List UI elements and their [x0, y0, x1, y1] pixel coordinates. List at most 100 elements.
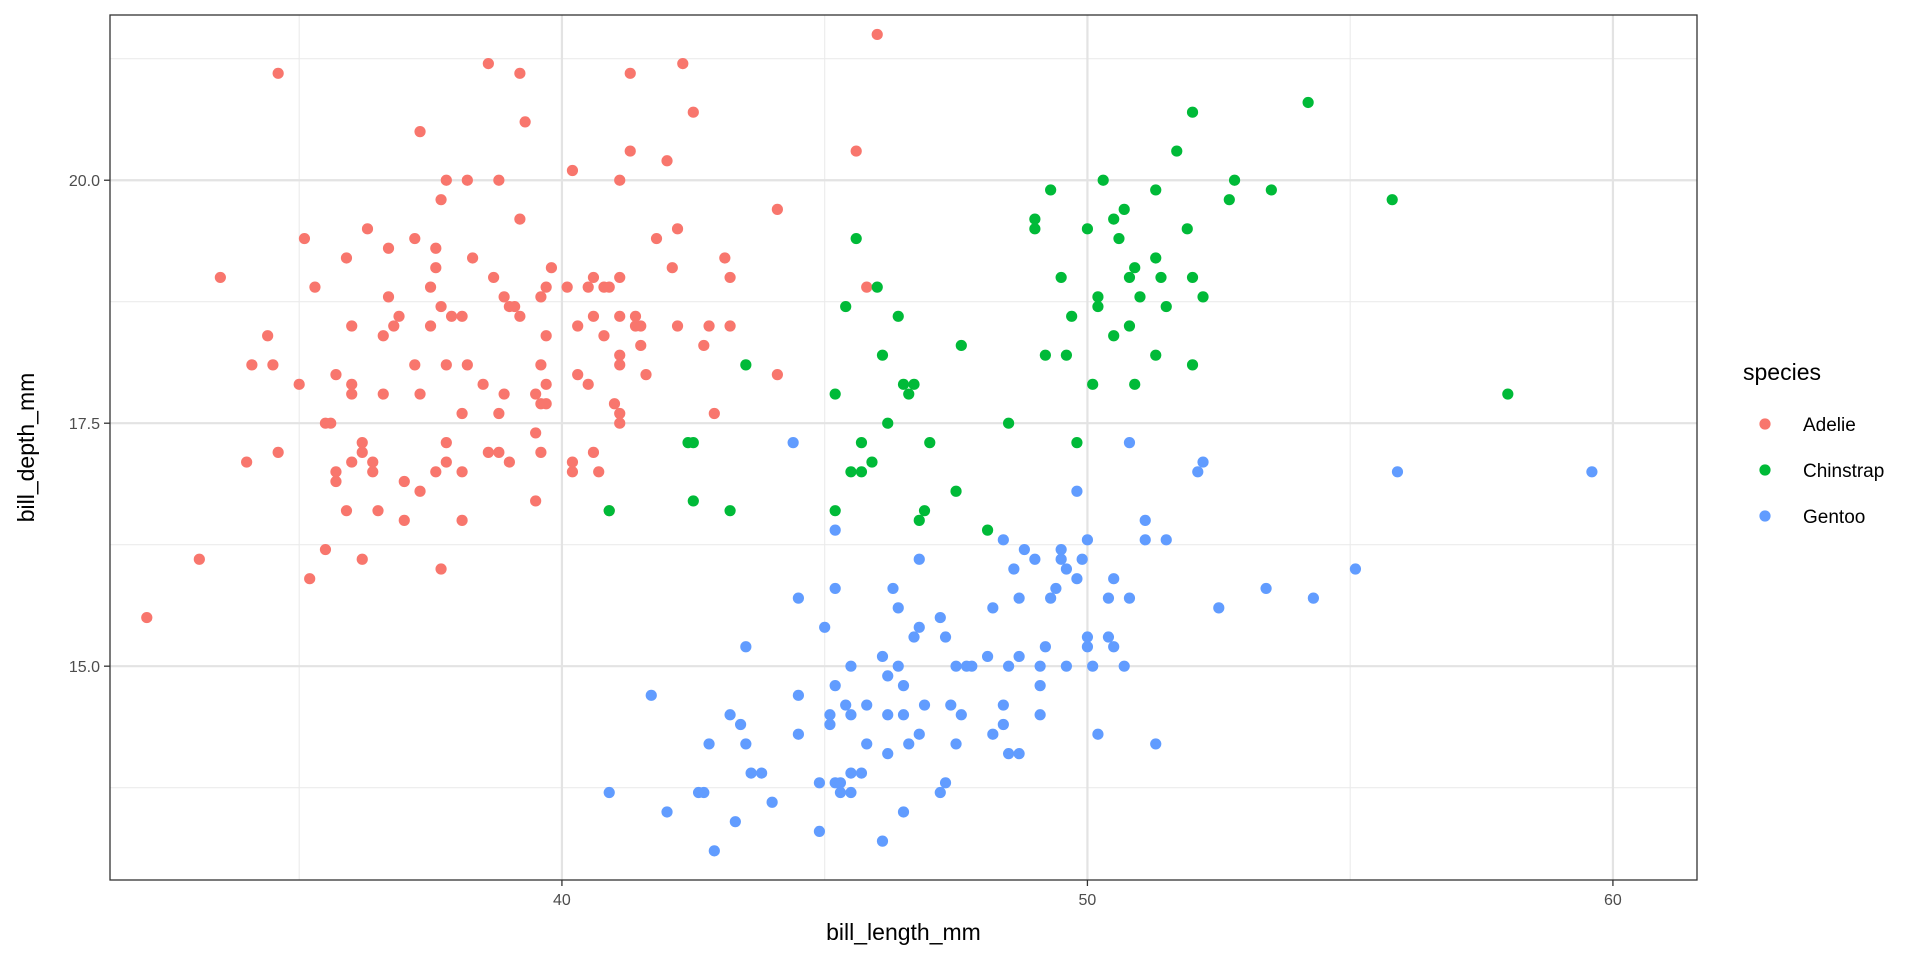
point-gentoo	[882, 709, 894, 721]
point-gentoo	[829, 680, 841, 692]
point-gentoo	[939, 631, 952, 643]
y-axis-ticks: 15.0 17.5 20.0	[69, 173, 110, 676]
point-adelie	[614, 174, 626, 186]
point-gentoo	[1060, 563, 1073, 575]
plot-panel	[110, 15, 1697, 880]
point-gentoo	[813, 777, 826, 789]
point-gentoo	[1102, 631, 1115, 643]
point-chinstrap	[687, 495, 699, 507]
point-adelie	[435, 300, 447, 313]
point-gentoo	[1108, 573, 1120, 585]
point-adelie	[382, 291, 395, 303]
point-chinstrap	[1087, 378, 1099, 390]
point-chinstrap	[1150, 349, 1162, 361]
point-adelie	[614, 349, 626, 361]
point-gentoo	[892, 602, 904, 614]
point-gentoo	[1081, 641, 1094, 653]
point-gentoo	[1055, 543, 1067, 556]
point-adelie	[330, 475, 342, 488]
point-adelie	[587, 446, 600, 458]
point-gentoo	[1039, 641, 1051, 653]
point-gentoo	[997, 718, 1009, 731]
point-gentoo	[829, 524, 841, 536]
point-gentoo	[1108, 641, 1120, 653]
major-gridlines	[110, 15, 1697, 880]
point-adelie	[466, 252, 479, 264]
point-adelie	[367, 456, 379, 468]
point-gentoo	[1102, 592, 1115, 604]
x-tick-label: 40	[553, 892, 571, 909]
point-gentoo	[819, 621, 831, 633]
point-adelie	[435, 194, 447, 206]
point-adelie	[871, 28, 883, 41]
point-gentoo	[729, 816, 741, 828]
point-adelie	[424, 320, 437, 332]
point-chinstrap	[1160, 300, 1172, 313]
point-adelie	[587, 271, 600, 284]
point-chinstrap	[1055, 271, 1067, 284]
point-chinstrap	[1071, 437, 1083, 449]
point-gentoo	[703, 738, 715, 750]
point-gentoo	[897, 680, 910, 692]
y-tick-label: 17.5	[69, 416, 100, 433]
point-adelie	[493, 174, 505, 186]
point-gentoo	[1118, 660, 1130, 672]
point-adelie	[566, 456, 579, 468]
point-adelie	[356, 553, 368, 565]
point-chinstrap	[1265, 184, 1277, 196]
point-adelie	[346, 456, 358, 468]
point-gentoo	[1018, 543, 1030, 556]
point-gentoo	[1060, 660, 1073, 672]
point-gentoo	[1045, 592, 1057, 604]
point-adelie	[461, 174, 473, 186]
point-adelie	[356, 437, 368, 449]
point-adelie	[372, 505, 384, 517]
point-adelie	[414, 126, 426, 138]
legend: species Adelie Chinstrap Gentoo	[1743, 359, 1884, 528]
point-chinstrap	[1186, 106, 1199, 118]
point-gentoo	[787, 437, 799, 449]
point-adelie	[367, 466, 379, 478]
point-adelie	[493, 407, 505, 420]
point-adelie	[346, 320, 358, 332]
y-tick-label: 20.0	[69, 173, 100, 190]
point-adelie	[540, 281, 552, 293]
point-adelie	[241, 456, 253, 468]
point-adelie	[382, 242, 395, 254]
point-adelie	[330, 369, 342, 381]
point-adelie	[488, 271, 500, 284]
point-adelie	[388, 320, 400, 332]
point-gentoo	[1013, 748, 1025, 760]
minor-gridlines	[110, 15, 1697, 880]
point-adelie	[598, 330, 610, 342]
point-adelie	[540, 398, 552, 410]
point-gentoo	[603, 786, 615, 799]
point-adelie	[330, 466, 342, 478]
point-adelie	[850, 145, 862, 157]
point-gentoo	[1071, 485, 1083, 497]
point-chinstrap	[829, 388, 841, 400]
point-adelie	[530, 388, 542, 400]
point-gentoo	[1050, 582, 1062, 595]
point-gentoo	[1260, 582, 1272, 595]
point-gentoo	[861, 699, 873, 711]
point-gentoo	[1008, 563, 1020, 575]
point-chinstrap	[840, 300, 852, 313]
point-adelie	[393, 310, 405, 322]
point-gentoo	[1213, 602, 1225, 614]
point-adelie	[361, 223, 374, 235]
point-gentoo	[892, 660, 904, 672]
x-tick-label: 50	[1079, 892, 1097, 909]
point-chinstrap	[955, 339, 967, 352]
point-gentoo	[966, 660, 978, 672]
point-adelie	[566, 466, 579, 478]
point-adelie	[293, 378, 305, 390]
point-gentoo	[834, 786, 847, 799]
point-gentoo	[792, 689, 805, 701]
point-gentoo	[882, 748, 894, 760]
point-adelie	[325, 417, 337, 429]
point-chinstrap	[1386, 194, 1398, 206]
point-gentoo	[740, 641, 752, 653]
point-chinstrap	[1123, 271, 1136, 284]
point-adelie	[340, 252, 353, 264]
